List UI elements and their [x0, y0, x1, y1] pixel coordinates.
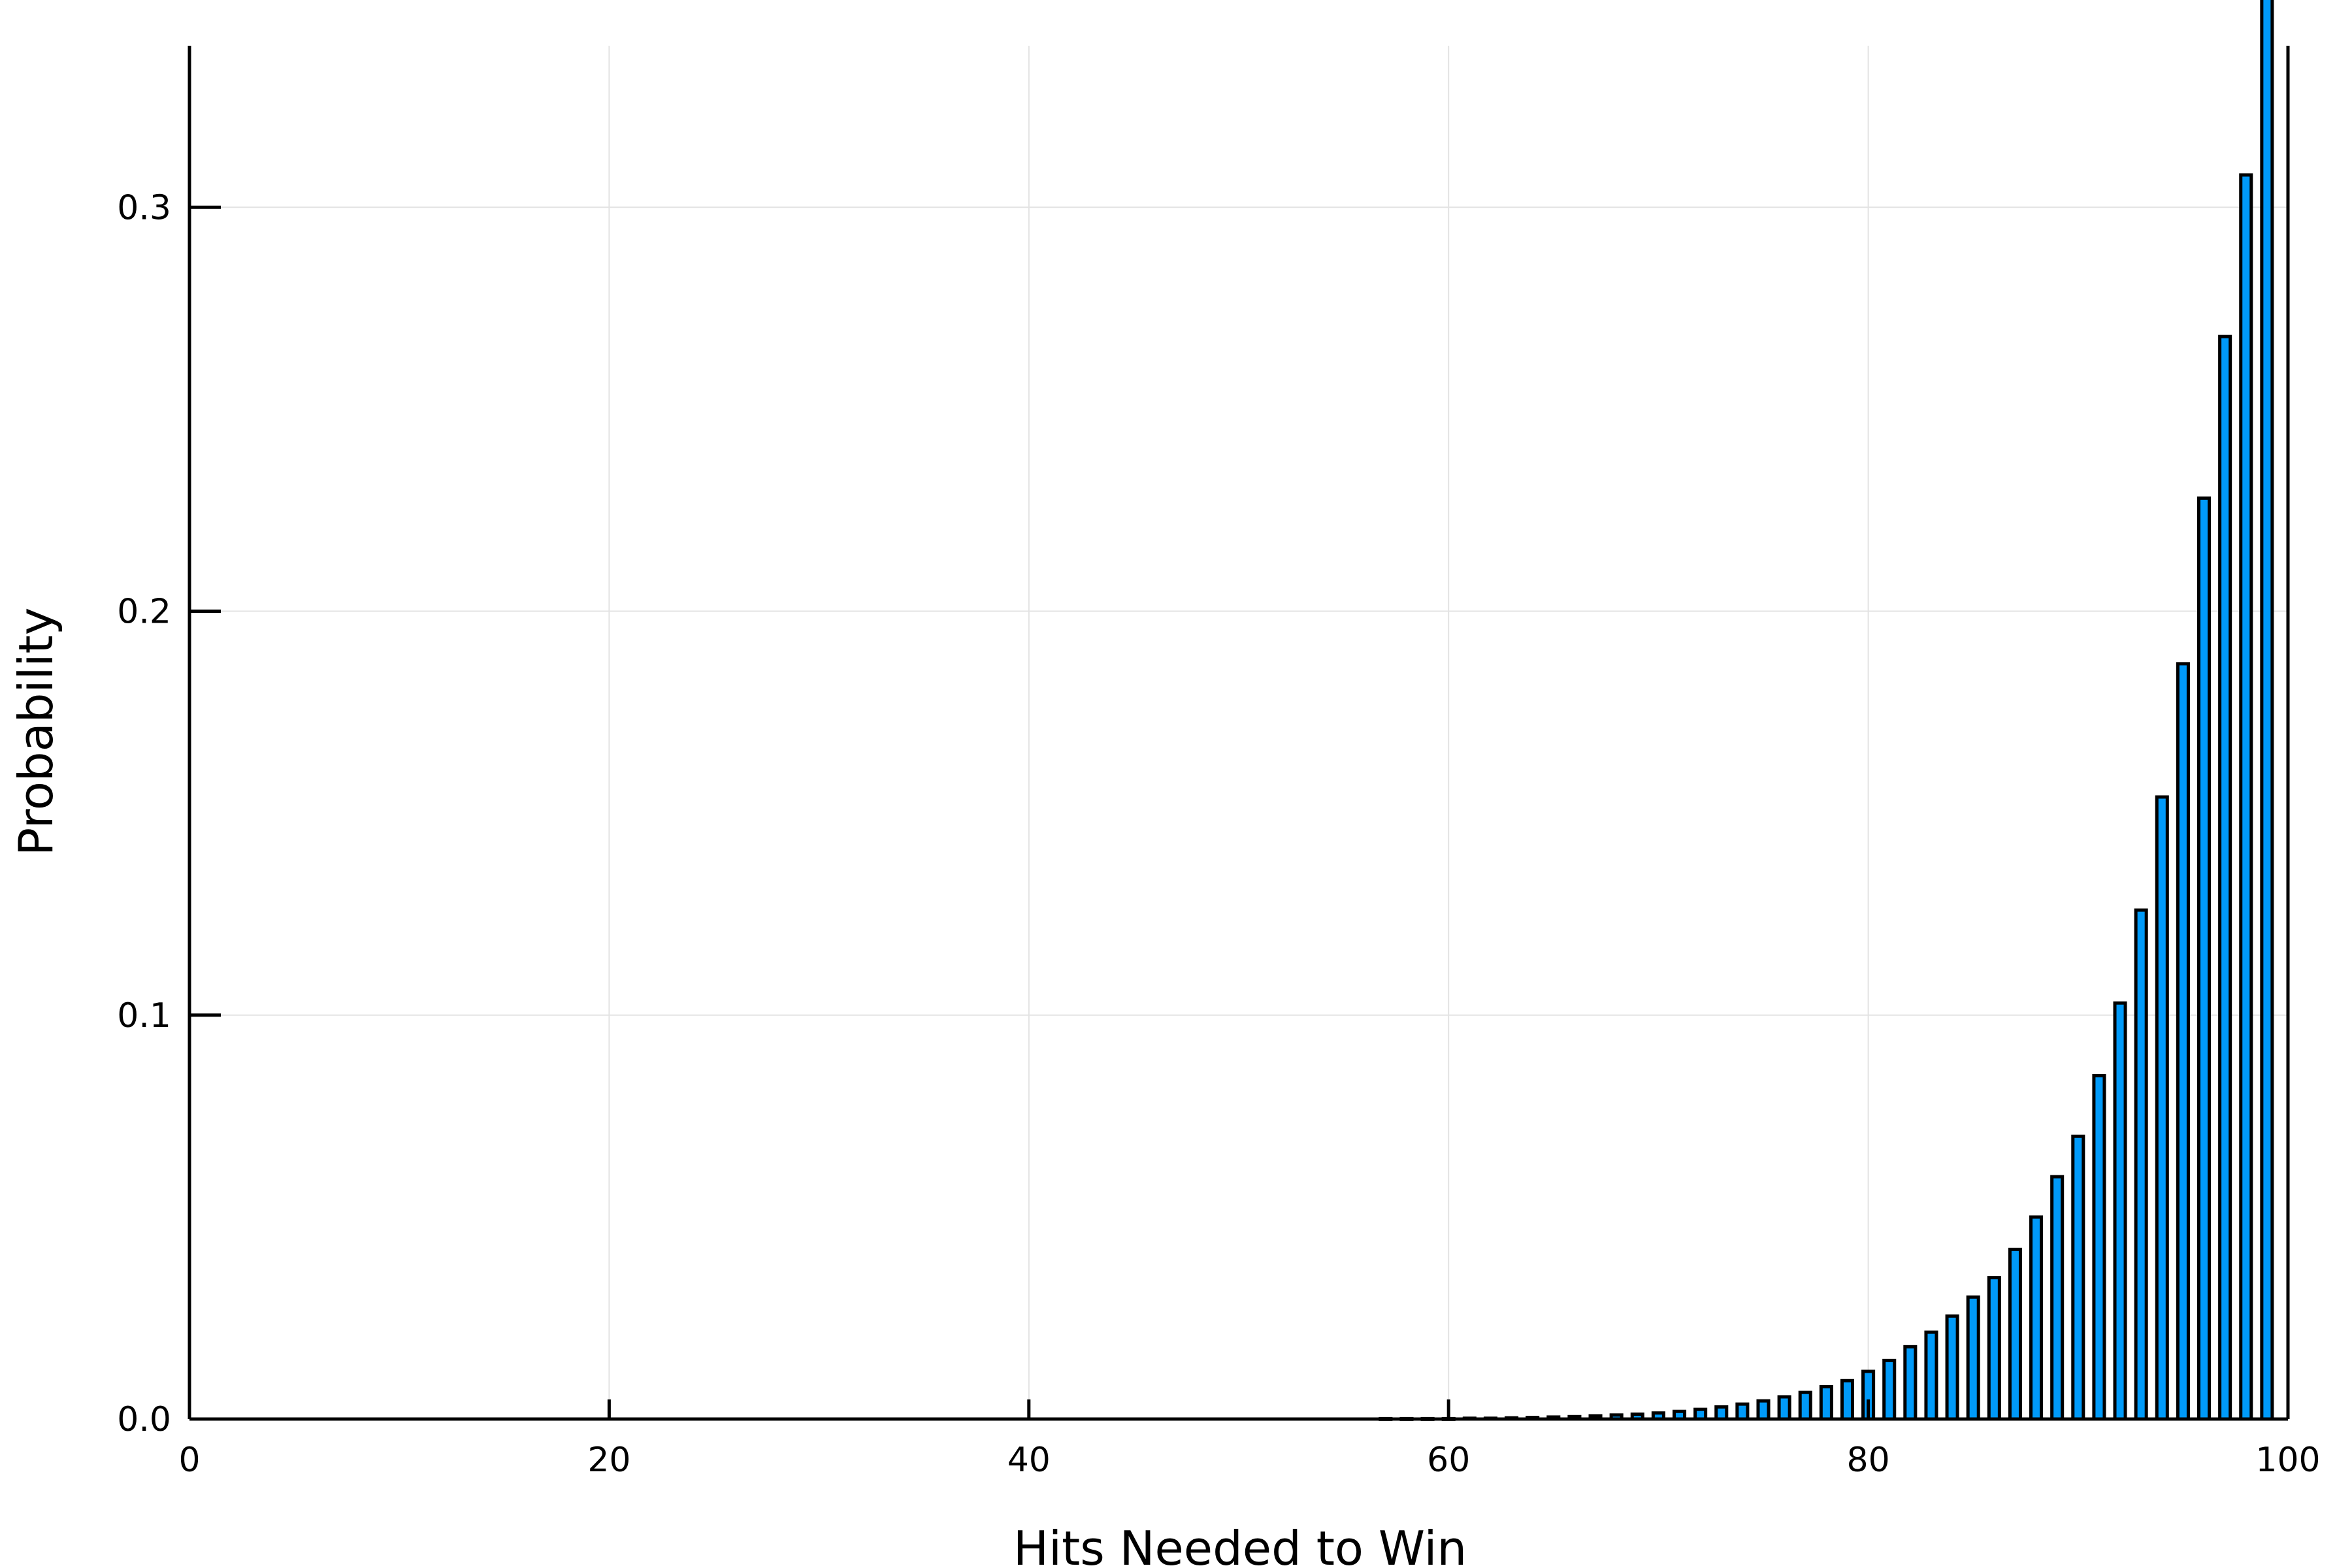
bar — [1756, 1399, 1771, 1421]
bar — [2155, 795, 2169, 1421]
bar — [2050, 1175, 2065, 1421]
bars — [1379, 0, 2274, 1421]
axes — [188, 46, 2290, 1421]
x-tick-label: 80 — [1847, 1441, 1890, 1480]
x-axis-label: Hits Needed to Win — [1013, 1521, 1467, 1568]
bar — [1945, 1314, 1959, 1421]
bar — [1966, 1295, 1980, 1421]
y-tick-label: 0.3 — [117, 188, 171, 227]
bar — [2113, 1001, 2127, 1421]
y-tick-label: 0.2 — [117, 593, 171, 632]
bar — [1924, 1330, 1938, 1421]
x-tick-label: 40 — [1007, 1441, 1051, 1480]
bar — [1819, 1385, 1833, 1421]
x-tick-label: 0 — [178, 1441, 200, 1480]
x-tick-label: 100 — [2255, 1441, 2320, 1480]
bar — [2260, 0, 2274, 1421]
bar — [1903, 1345, 1918, 1421]
bar — [2008, 1247, 2022, 1421]
bar — [1735, 1402, 1750, 1421]
y-axis-label: Probability — [8, 608, 63, 857]
x-tick-label: 60 — [1427, 1441, 1470, 1480]
bar — [2071, 1134, 2085, 1421]
bar — [2197, 496, 2212, 1421]
x-tick-label: 20 — [587, 1441, 630, 1480]
bar — [2218, 335, 2232, 1421]
bar — [1714, 1405, 1729, 1421]
bar — [2029, 1215, 2044, 1421]
tick-labels: 0 20 40 60 80 100 0.0 0.1 0.2 0.3 — [117, 188, 2320, 1480]
y-tick-label: 0.0 — [117, 1400, 171, 1439]
bar — [1798, 1390, 1812, 1421]
bar — [2092, 1074, 2106, 1421]
bar — [2239, 173, 2253, 1421]
grid-lines — [189, 46, 2289, 1419]
bar — [1987, 1276, 2001, 1421]
bar — [1882, 1358, 1897, 1421]
bar — [2176, 662, 2190, 1421]
y-tick-label: 0.1 — [117, 996, 171, 1036]
bar — [2134, 908, 2148, 1421]
bar — [1777, 1395, 1791, 1421]
bar — [1840, 1379, 1855, 1421]
